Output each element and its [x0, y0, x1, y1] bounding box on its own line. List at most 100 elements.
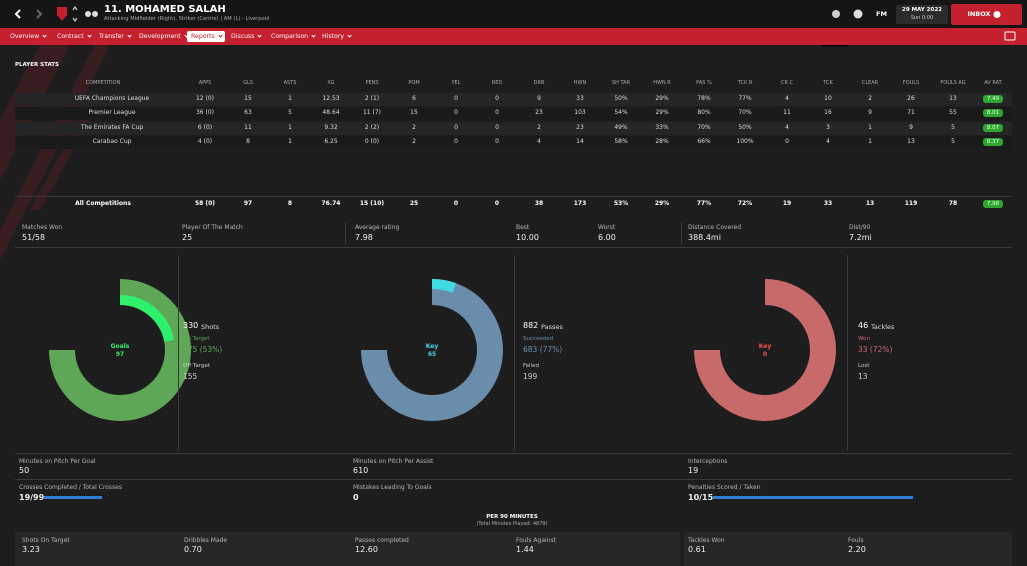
donut-item-value: 175 (53%)	[183, 345, 223, 354]
stat-cell: 1	[288, 124, 292, 131]
nav-tab[interactable]: Development	[135, 31, 191, 42]
stat-cell: 11	[783, 109, 791, 116]
stat-cell: 9	[868, 109, 872, 116]
donut-item-value: 155	[183, 372, 198, 381]
binoculars-icon[interactable]	[92, 11, 98, 17]
stat-cell: 29%	[655, 109, 669, 116]
stat-cell: 23	[535, 109, 543, 116]
stat-cell: 100%	[736, 138, 754, 145]
back-button[interactable]	[14, 9, 21, 19]
stat-value: 10.00	[516, 233, 539, 242]
donut-ring	[361, 279, 503, 421]
player-subtitle: Attacking Midfielder (Right), Striker (C…	[104, 16, 270, 22]
nav-tab[interactable]: Reports	[187, 31, 225, 42]
per90-value: 12.60	[355, 545, 378, 554]
stat-label: Matches Won	[22, 224, 63, 231]
stat-cell: 6 (0)	[197, 124, 213, 131]
stat-label: Distance Covered	[688, 224, 742, 231]
player-switch[interactable]	[72, 5, 78, 23]
ratio-label: Crosses Completed / Total Crosses	[19, 484, 122, 491]
staff-icon[interactable]	[832, 10, 840, 18]
total-cell: 38	[534, 200, 544, 207]
per90-subtitle: (Total Minutes Played: 4879)	[476, 521, 548, 527]
ratio-label: Mistakes Leading To Goals	[353, 484, 432, 491]
stat-cell: 2 (2)	[364, 124, 380, 131]
stat-value: 388.4mi	[688, 233, 721, 242]
donut-total-label: Tackles	[871, 322, 895, 331]
total-cell: 97	[243, 200, 253, 207]
stat-cell: 66%	[697, 138, 711, 145]
rating-badge: 8.01	[983, 109, 1003, 117]
stat-cell: 5	[951, 138, 955, 145]
time: Sun 0:00	[910, 15, 934, 21]
stat-cell: 54%	[614, 109, 628, 116]
column-header: TCK	[823, 80, 833, 86]
per90-panel	[684, 532, 1012, 566]
metric-value: 19	[688, 466, 699, 475]
stat-cell: 0	[454, 109, 458, 116]
column-header: RED	[491, 80, 503, 86]
nav-tab[interactable]: Overview	[6, 31, 49, 42]
stat-cell: 6	[412, 95, 416, 102]
metric-label: Minutes on Pitch Per Goal	[19, 458, 96, 465]
stat-cell: 26	[907, 95, 915, 102]
stat-cell: 70%	[697, 124, 711, 131]
total-label: All Competitions	[75, 200, 131, 207]
stat-cell: 11 (7)	[362, 109, 382, 116]
stat-value: 25	[182, 233, 193, 242]
donut-center-value: 0	[762, 351, 768, 358]
column-header: POM	[408, 80, 420, 86]
rating-badge: 7.49	[983, 95, 1003, 103]
donut-item-label: Off Target	[183, 363, 210, 369]
stat-cell: 2	[537, 124, 541, 131]
per90-value: 0.70	[184, 545, 202, 554]
stat-cell: 13	[907, 138, 915, 145]
table-row	[15, 93, 1012, 106]
date-box[interactable]	[896, 5, 948, 24]
stat-cell: 5	[288, 109, 292, 116]
total-cell: 0	[453, 200, 459, 207]
per90-value: 1.44	[516, 545, 534, 554]
nav-tab[interactable]: Transfer	[95, 31, 134, 42]
ratio-bar	[713, 496, 913, 499]
help-icon[interactable]	[853, 9, 863, 19]
nav-tab[interactable]: Discuss	[227, 31, 264, 42]
total-cell: 25	[409, 200, 419, 207]
stat-cell: 0	[495, 109, 499, 116]
stat-cell: 10	[824, 95, 832, 102]
inbox-button[interactable]	[951, 4, 1022, 25]
section-title: PLAYER STATS	[15, 62, 59, 68]
per90-value: 2.20	[848, 545, 866, 554]
competition-name: The Emirates FA Cup	[80, 124, 144, 131]
donut-center-label: Key	[425, 343, 439, 350]
column-header: GLS	[243, 80, 253, 86]
total-cell: 13	[865, 200, 875, 207]
total-cell: 77%	[696, 200, 712, 207]
stat-cell: 48.64	[322, 109, 340, 116]
stat-cell: 3	[826, 124, 830, 131]
stat-cell: 4	[785, 95, 789, 102]
column-divider	[178, 255, 179, 450]
column-header: APPS	[198, 80, 212, 86]
stat-cell: 2 (1)	[364, 95, 380, 102]
chat-icon[interactable]	[1004, 31, 1016, 41]
per90-panel	[15, 532, 355, 566]
donut-center-label: Goals	[110, 343, 130, 350]
stat-cell: 2	[868, 95, 872, 102]
nav-tab[interactable]: Contract	[53, 31, 94, 42]
column-header: FOULS	[902, 80, 920, 86]
stat-cell: 12 (0)	[195, 95, 215, 102]
stat-cell: 33%	[655, 124, 669, 131]
stat-cell: 77%	[738, 95, 752, 102]
nav-tab[interactable]: History	[318, 31, 354, 42]
stat-cell: 71	[907, 109, 915, 116]
club-crest[interactable]	[57, 7, 67, 21]
column-header: CR C	[780, 80, 794, 86]
forward-button[interactable]	[36, 9, 43, 19]
binoculars-icon[interactable]	[85, 11, 91, 17]
column-header: HWN R	[653, 80, 671, 86]
stat-cell: 2	[412, 124, 416, 131]
nav-tab[interactable]: Comparison	[267, 31, 318, 42]
stat-cell: 50%	[738, 124, 752, 131]
